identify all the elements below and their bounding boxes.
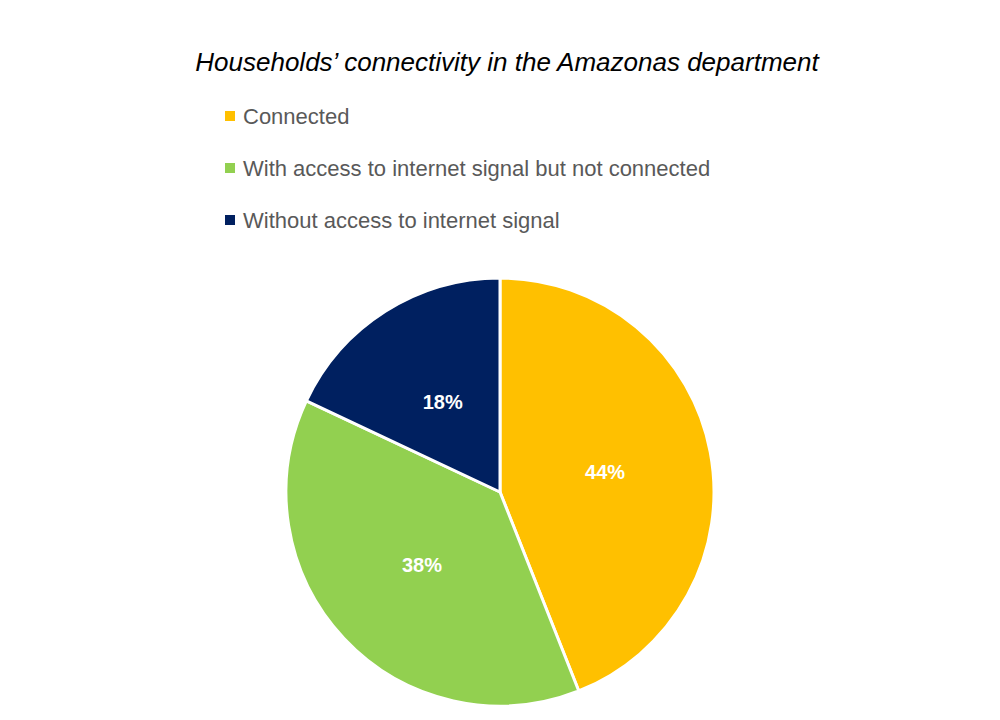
chart-title: Households’ connectivity in the Amazonas… — [195, 47, 820, 77]
legend: Connected With access to internet signal … — [225, 104, 710, 233]
legend-item: Without access to internet signal — [225, 208, 560, 233]
chart-svg: Households’ connectivity in the Amazonas… — [0, 0, 1000, 720]
pie — [286, 278, 714, 706]
legend-label: Without access to internet signal — [243, 208, 560, 233]
legend-swatch — [225, 215, 235, 225]
legend-item: With access to internet signal but not c… — [225, 156, 710, 181]
data-labels: 44% 38% 18% — [402, 391, 625, 577]
legend-item: Connected — [225, 104, 349, 129]
legend-label: Connected — [243, 104, 349, 129]
pie-slice — [306, 278, 500, 492]
data-label: 18% — [423, 391, 463, 413]
legend-swatch — [225, 111, 235, 121]
chart-container: Households’ connectivity in the Amazonas… — [0, 0, 1000, 720]
legend-swatch — [225, 163, 235, 173]
legend-label: With access to internet signal but not c… — [243, 156, 710, 181]
data-label: 38% — [402, 554, 442, 576]
data-label: 44% — [585, 461, 625, 483]
